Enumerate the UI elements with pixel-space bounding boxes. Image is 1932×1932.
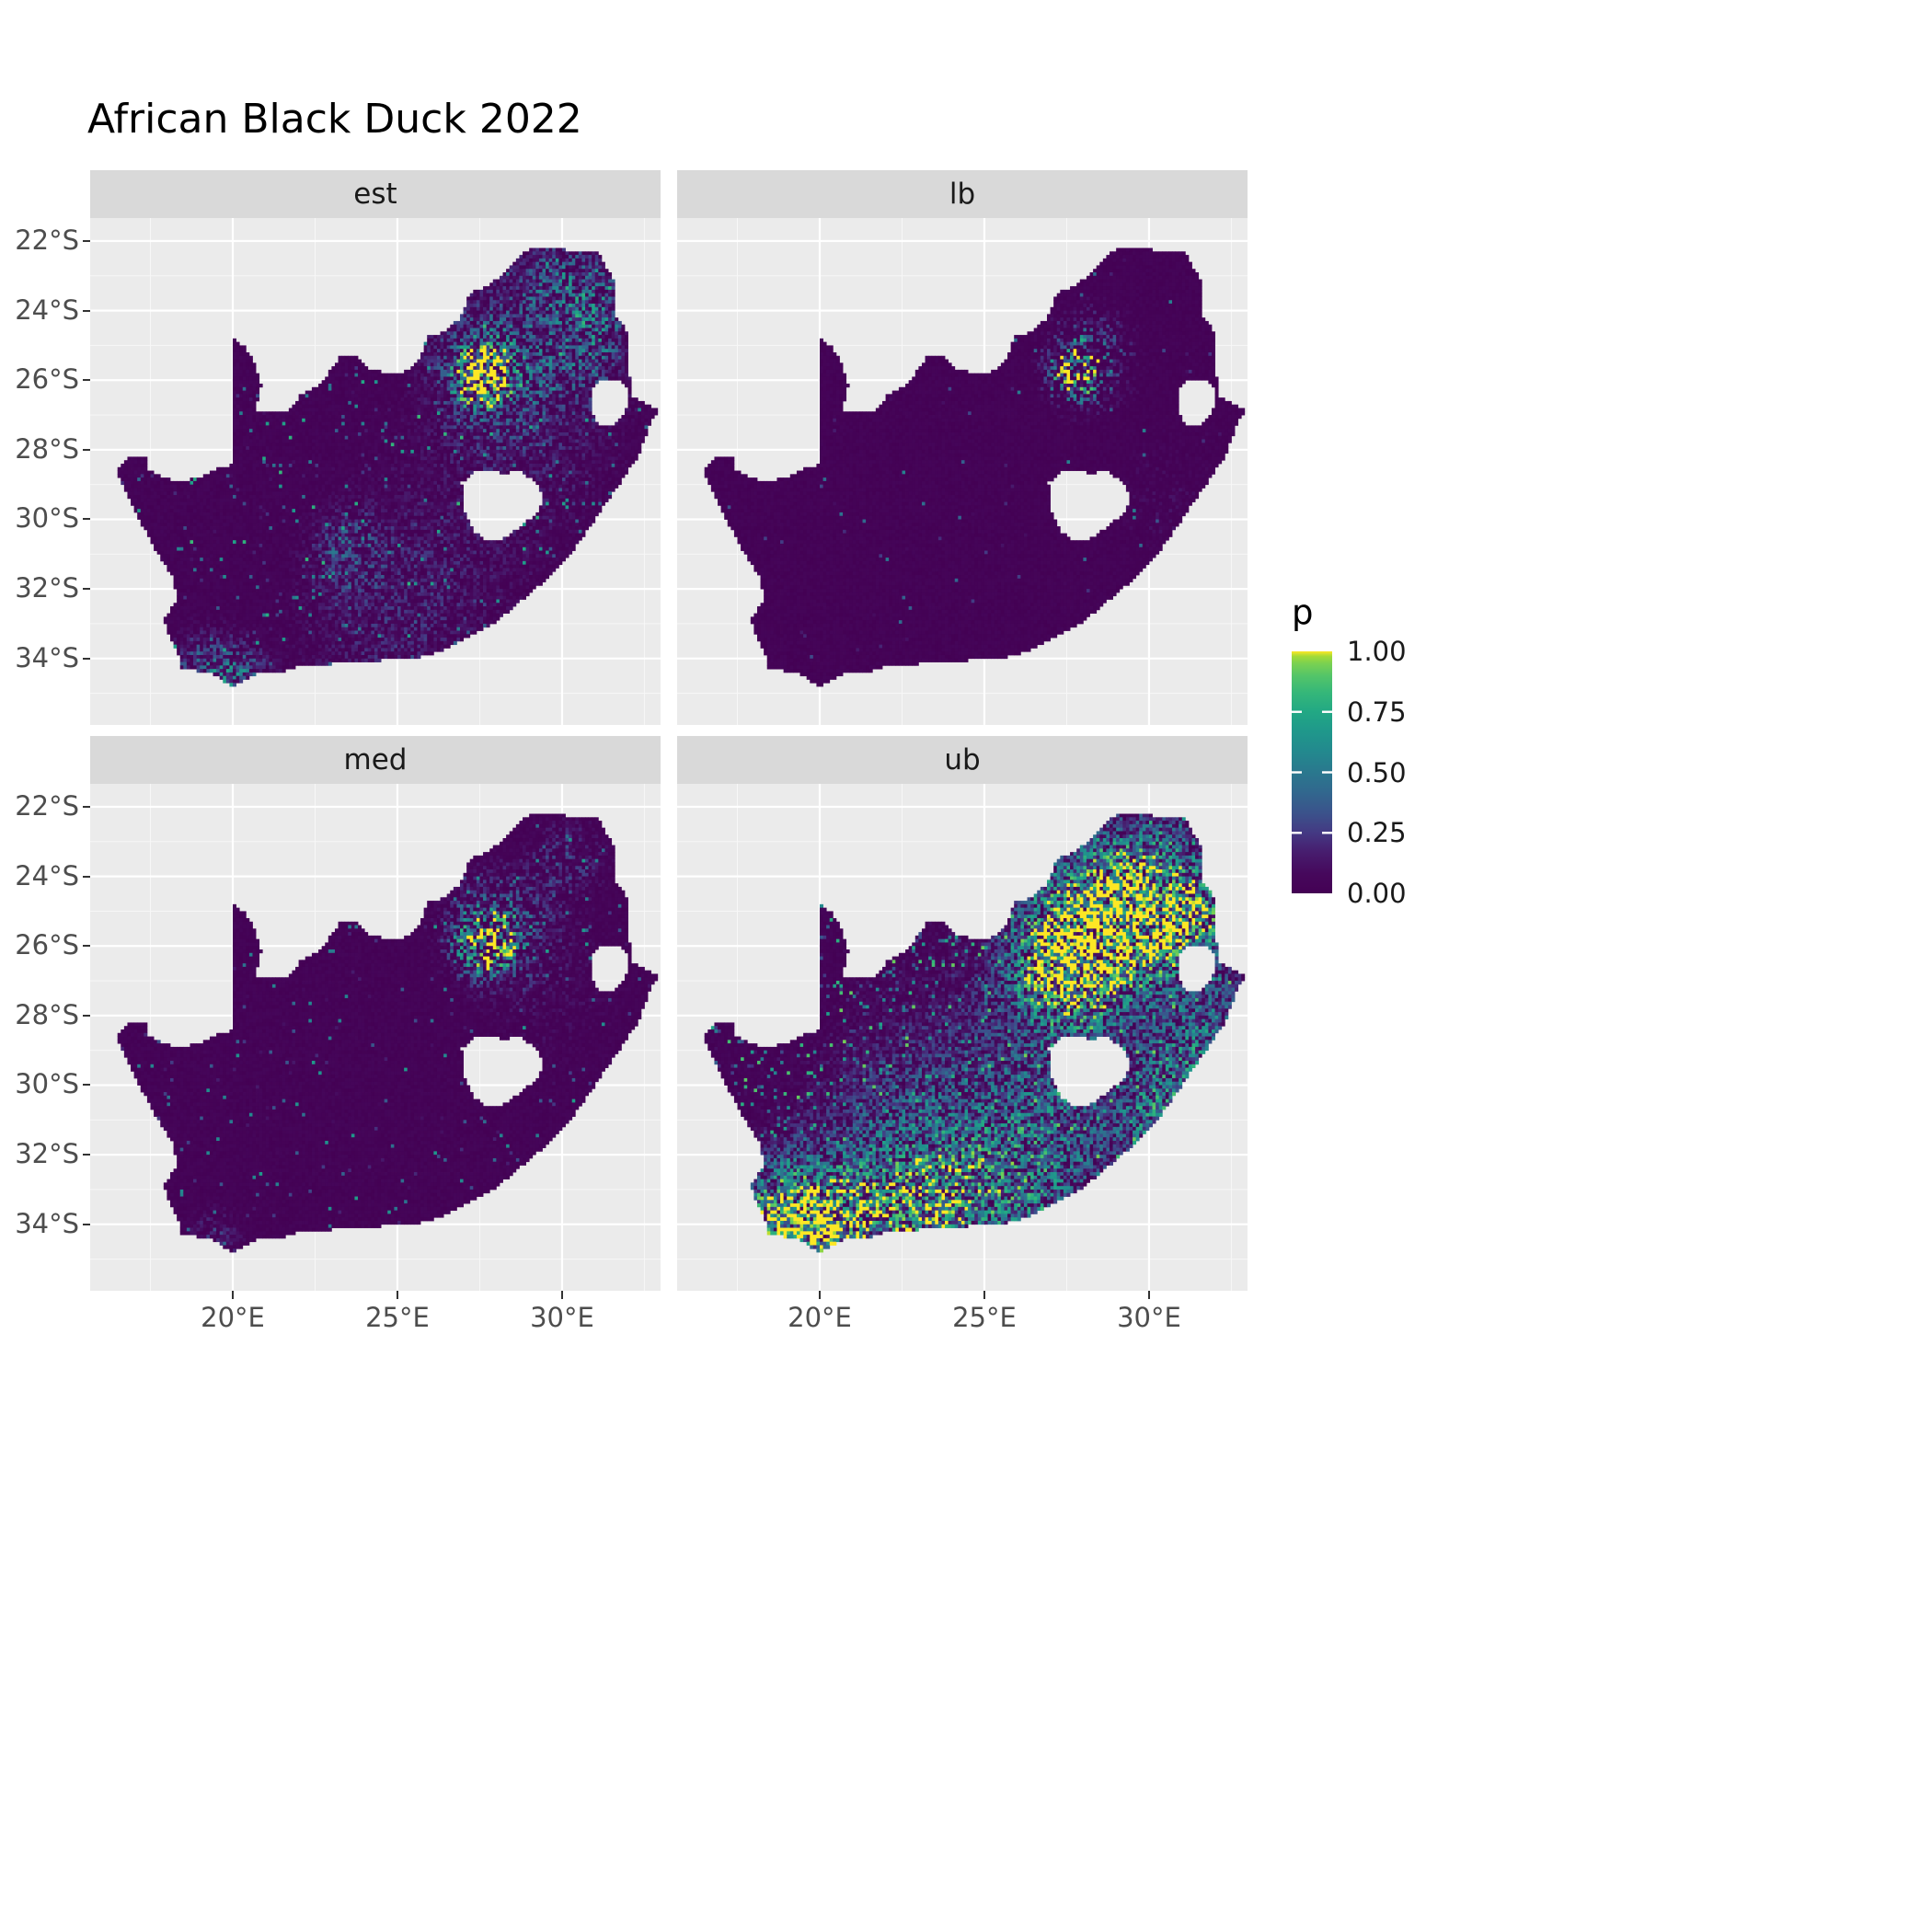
y-axis-tick <box>83 518 90 521</box>
y-tick-label: 22°S <box>15 224 79 256</box>
y-tick-label: 22°S <box>15 789 79 822</box>
y-axis-tick <box>83 1084 90 1087</box>
x-tick-label: 30°E <box>1117 1302 1181 1333</box>
chart-title: African Black Duck 2022 <box>87 96 582 143</box>
y-axis-tick <box>83 448 90 451</box>
y-tick-label: 28°S <box>15 432 79 465</box>
x-axis-tick <box>396 1291 398 1299</box>
y-tick-label: 34°S <box>15 1207 79 1239</box>
facet-panel-lb <box>677 218 1248 725</box>
legend-tick-label: 0.25 <box>1347 817 1407 849</box>
facet-strip-lb: lb <box>677 170 1248 218</box>
x-axis-tick <box>983 1291 985 1299</box>
x-axis-tick <box>819 1291 821 1299</box>
facet-panel-med <box>90 784 661 1291</box>
legend-colorbar <box>1292 651 1332 893</box>
y-axis-tick <box>83 1014 90 1017</box>
y-tick-label: 32°S <box>15 1138 79 1170</box>
x-tick-label: 25°E <box>365 1302 430 1333</box>
y-tick-label: 34°S <box>15 641 79 673</box>
x-tick-label: 25°E <box>952 1302 1017 1333</box>
facet-strip-label: est <box>353 178 397 211</box>
facet-strip-label: ub <box>944 743 981 776</box>
x-axis-tick <box>1147 1291 1150 1299</box>
y-axis-tick <box>83 805 90 808</box>
x-axis-tick <box>232 1291 234 1299</box>
y-tick-label: 26°S <box>15 929 79 961</box>
y-tick-label: 28°S <box>15 998 79 1030</box>
x-tick-label: 20°E <box>788 1302 852 1333</box>
facet-strip-est: est <box>90 170 661 218</box>
x-axis-tick <box>560 1291 563 1299</box>
y-axis-tick <box>83 239 90 242</box>
y-axis-tick <box>83 588 90 591</box>
facet-strip-med: med <box>90 736 661 784</box>
legend-tick-label: 0.75 <box>1347 696 1407 728</box>
y-axis-tick <box>83 1154 90 1156</box>
y-tick-label: 24°S <box>15 293 79 326</box>
legend-tick-label: 1.00 <box>1347 636 1407 667</box>
y-tick-label: 32°S <box>15 572 79 604</box>
y-tick-label: 30°S <box>15 1068 79 1100</box>
y-tick-label: 24°S <box>15 859 79 891</box>
facet-strip-label: med <box>343 743 408 776</box>
facet-strip-ub: ub <box>677 736 1248 784</box>
facet-panel-ub <box>677 784 1248 1291</box>
y-axis-tick <box>83 875 90 878</box>
facet-strip-label: lb <box>949 178 976 211</box>
y-tick-label: 26°S <box>15 363 79 396</box>
y-axis-tick <box>83 1223 90 1225</box>
x-tick-label: 20°E <box>201 1302 265 1333</box>
y-axis-tick <box>83 309 90 312</box>
y-axis-tick <box>83 945 90 948</box>
y-axis-tick <box>83 657 90 660</box>
legend-tick-label: 0.00 <box>1347 878 1407 909</box>
x-tick-label: 30°E <box>530 1302 594 1333</box>
legend-title: p <box>1292 592 1314 632</box>
y-axis-tick <box>83 379 90 382</box>
legend-tick-label: 0.50 <box>1347 756 1407 788</box>
facet-panel-est <box>90 218 661 725</box>
y-tick-label: 30°S <box>15 502 79 535</box>
